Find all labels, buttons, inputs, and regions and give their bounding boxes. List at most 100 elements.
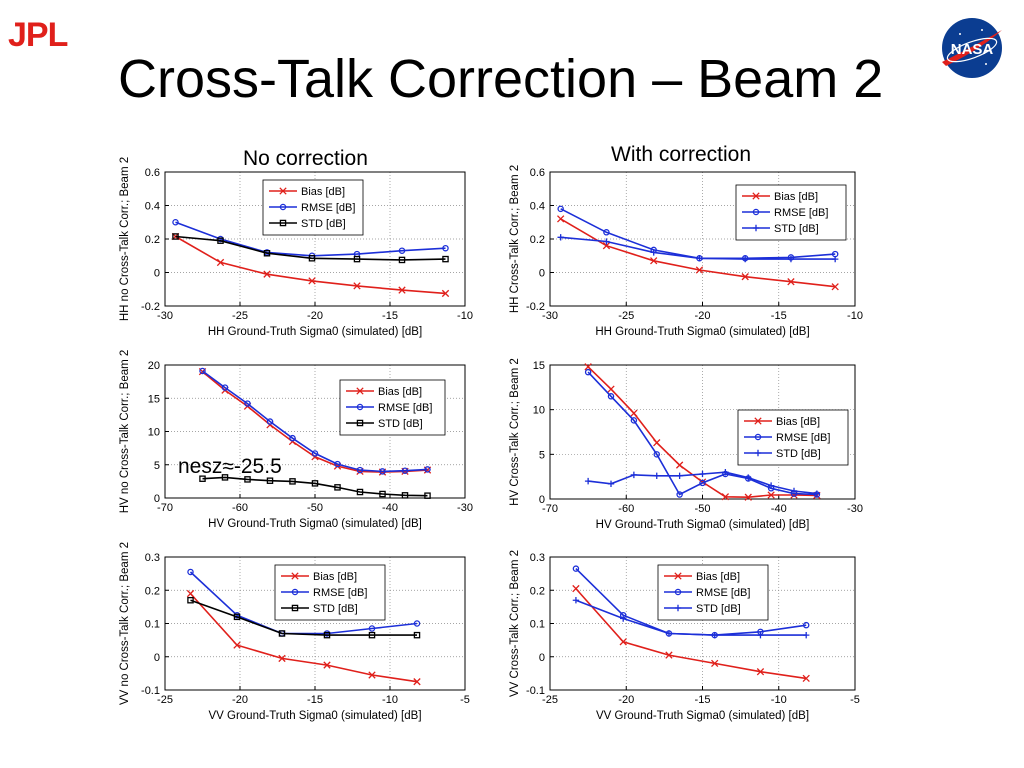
y-tick-label: -0.2 [526, 301, 545, 313]
y-tick-label: 15 [148, 393, 160, 405]
data-point [831, 283, 839, 291]
legend: Bias [dB] RMSE [dB] STD [dB] [657, 564, 769, 621]
legend-label: STD [dB] [776, 448, 821, 460]
data-point [368, 631, 376, 639]
x-tick-label: -5 [850, 694, 860, 706]
data-point [650, 257, 658, 265]
x-tick-label: -20 [307, 310, 323, 322]
series-line [202, 370, 428, 473]
column-title-with-correction: With correction [611, 143, 752, 166]
y-tick-label: -0.1 [141, 685, 160, 697]
data-point [813, 490, 821, 497]
series-1 [186, 589, 421, 686]
legend: Bias [dB] RMSE [dB] STD [dB] [737, 409, 849, 466]
data-point [401, 467, 409, 474]
y-tick-label: 0.6 [530, 167, 545, 179]
data-point [424, 466, 431, 473]
data-point [572, 597, 580, 604]
x-tick-label: -15 [307, 694, 323, 706]
data-point [263, 270, 271, 278]
x-tick-label: -30 [847, 503, 863, 515]
data-point [266, 477, 274, 484]
x-axis-label: HV Ground-Truth Sigma0 (simulated) [dB] [208, 518, 422, 530]
legend-label: RMSE [dB] [301, 202, 355, 214]
series-3 [557, 234, 839, 263]
data-point [630, 417, 638, 424]
data-point [413, 631, 421, 639]
legend: Bias [dB] RMSE [dB] STD [dB] [735, 184, 847, 241]
y-tick-label: 0.6 [145, 167, 160, 179]
data-point [221, 474, 229, 481]
legend-label: STD [dB] [696, 603, 741, 615]
legend-label: RMSE [dB] [313, 587, 367, 599]
chart-hh-no-correction: -30 -25 -20 -15 -10 -0.2 0 0.2 0.4 0.6 HH Ground-T… [119, 157, 473, 338]
svg-text:NASA: NASA [951, 41, 994, 58]
y-tick-label: 0.2 [145, 234, 160, 246]
x-tick-label: -50 [695, 503, 711, 515]
data-point [368, 625, 376, 632]
y-tick-label: 0 [539, 494, 545, 506]
y-tick-label: 0 [154, 268, 160, 280]
data-point [172, 233, 179, 240]
x-tick-label: -15 [771, 310, 787, 322]
data-point [263, 249, 271, 257]
legend: Bias [dB] RMSE [dB] STD [dB] [262, 179, 364, 236]
data-point [199, 367, 206, 375]
data-point [221, 384, 229, 391]
y-tick-label: 0 [539, 652, 545, 664]
legend-marker [356, 403, 364, 411]
data-point [699, 470, 706, 478]
series-2 [584, 368, 821, 498]
data-point [187, 568, 194, 576]
data-point [323, 631, 331, 639]
data-point [665, 651, 673, 659]
legend-marker [356, 387, 364, 395]
y-tick-label: -0.1 [526, 685, 545, 697]
legend-marker [754, 449, 762, 457]
chart-vv-no-correction: -25 -20 -15 -10 -5 -0.1 0 0.1 0.2 0.3 VV Ground-Tr… [119, 542, 470, 722]
x-tick-label: -25 [618, 310, 634, 322]
data-point [379, 468, 386, 475]
x-tick-label: -25 [542, 694, 558, 706]
legend: Bias [dB] RMSE [dB] STD [dB] [339, 379, 446, 436]
legend-marker [674, 604, 682, 612]
x-axis-label: VV Ground-Truth Sigma0 (simulated) [dB] [596, 710, 809, 722]
data-point [607, 480, 615, 488]
data-point [353, 282, 361, 290]
legend-label: STD [dB] [378, 418, 423, 430]
x-axis-label: HV Ground-Truth Sigma0 (simulated) [dB] [596, 519, 810, 531]
legend-marker [674, 572, 682, 580]
nasa-logo: NASA [942, 18, 1002, 78]
chart-hv-no-correction: -70 -60 -50 -40 -30 0 5 10 15 20 HV Ground-Truth S… [119, 350, 473, 530]
x-tick-label: -30 [457, 502, 473, 514]
x-tick-label: -15 [382, 310, 398, 322]
legend-label: STD [dB] [301, 218, 346, 230]
data-point [630, 471, 638, 479]
y-axis-label: HV Cross-Talk Corr.; Beam 2 [509, 358, 521, 506]
y-axis-label: HH Cross-Talk Corr.; Beam 2 [509, 165, 521, 313]
legend-marker [752, 224, 760, 232]
x-tick-label: -40 [771, 503, 787, 515]
data-point [572, 565, 580, 572]
data-point [767, 491, 775, 499]
data-point [353, 255, 361, 263]
data-point [244, 400, 251, 407]
x-tick-label: -70 [542, 503, 558, 515]
data-point [199, 475, 206, 482]
data-point [721, 493, 730, 501]
legend-marker [752, 192, 760, 200]
data-point [603, 229, 610, 236]
data-point [802, 621, 810, 629]
legend-marker [279, 187, 287, 195]
legend-label: STD [dB] [313, 603, 358, 615]
data-point [699, 479, 706, 487]
data-point [356, 466, 364, 474]
y-tick-label: 10 [533, 405, 545, 417]
series-line [189, 593, 418, 683]
y-tick-label: 0.3 [530, 552, 545, 564]
data-point [334, 460, 341, 468]
column-title-no-correction: No correction [243, 147, 368, 170]
legend-label: Bias [dB] [774, 191, 818, 203]
series-3 [584, 469, 821, 497]
legend-label: STD [dB] [774, 223, 819, 235]
